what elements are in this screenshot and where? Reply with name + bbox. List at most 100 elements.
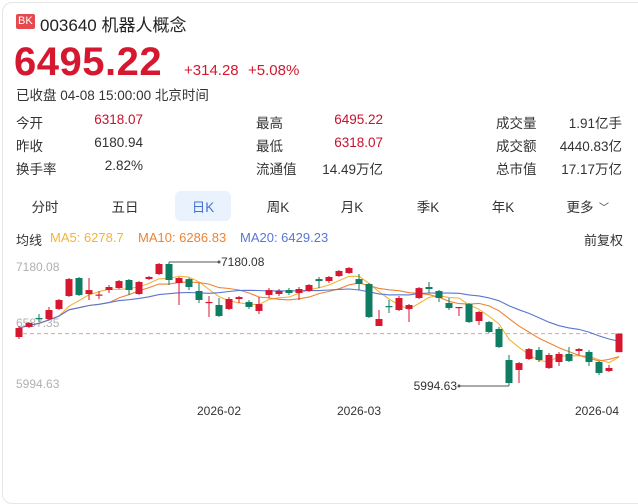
x-axis-label: 2026-02 — [197, 404, 241, 418]
board-badge: BK — [16, 14, 35, 29]
candle-body — [265, 290, 273, 295]
candle-body — [215, 304, 223, 316]
candle-body — [145, 276, 153, 280]
min-price-label: 5994.63 — [414, 379, 458, 393]
candle-body — [565, 353, 573, 361]
candle-body — [235, 297, 243, 300]
current-price: 6495.22 — [14, 40, 163, 84]
candle-body — [455, 306, 463, 309]
candle-body — [125, 279, 133, 291]
stat-label: 总市值 — [496, 162, 537, 177]
candle-body — [555, 353, 563, 363]
candle-body — [25, 322, 33, 327]
candle-body — [15, 328, 23, 338]
max-annotation-dot — [217, 260, 221, 264]
stat-value: 6318.07 — [334, 135, 383, 150]
chevron-down-icon: ﹀ — [599, 203, 609, 214]
x-axis-label: 2026-03 — [337, 404, 381, 418]
candle-body — [405, 304, 413, 309]
candle-body — [35, 317, 43, 320]
candle-body — [395, 297, 403, 311]
candle-body — [285, 290, 293, 293]
candle-body — [305, 285, 313, 291]
stat-label: 昨收 — [16, 139, 43, 154]
candle-body — [495, 328, 503, 348]
stat-value: 6180.94 — [94, 135, 143, 150]
candle-body — [615, 333, 623, 353]
candle-body — [85, 290, 93, 295]
candle-body — [435, 290, 443, 298]
candle-body — [95, 294, 103, 296]
tab-3[interactable]: 周K — [266, 200, 290, 215]
stat-value: 17.17万亿 — [561, 162, 622, 177]
stat-value: 6318.07 — [94, 112, 143, 127]
tab-5[interactable]: 季K — [416, 200, 440, 215]
candle-body — [365, 283, 373, 318]
candle-body — [155, 263, 163, 275]
ma20-line — [18, 288, 620, 342]
candle-body — [65, 279, 73, 297]
candle-body — [385, 306, 393, 308]
tab-7[interactable]: 更多 — [566, 200, 594, 215]
candle-body — [75, 278, 83, 295]
tab-1[interactable]: 五日 — [111, 200, 139, 215]
status-time: 已收盘 04-08 15:00:00 北京时间 — [16, 88, 209, 103]
tab-6[interactable]: 年K — [491, 200, 515, 215]
candle-body — [485, 322, 493, 332]
candle-body — [575, 349, 583, 352]
candle-body — [315, 279, 323, 282]
stat-label: 成交额 — [496, 139, 537, 154]
tab-2[interactable]: 日K — [191, 200, 215, 215]
tab-4[interactable]: 月K — [340, 200, 364, 215]
candle-body — [335, 271, 343, 277]
adjust-toggle[interactable]: 前复权 — [583, 233, 623, 248]
candle-body — [415, 288, 423, 298]
stat-label: 换手率 — [16, 162, 57, 177]
stock-title: 003640 机器人概念 — [40, 11, 186, 36]
candle-body — [165, 263, 173, 280]
ma10-line — [18, 281, 620, 362]
min-annotation-dot — [457, 384, 461, 388]
candle-body — [465, 304, 473, 323]
candle-body — [375, 319, 383, 327]
stat-value: 2.82% — [104, 158, 143, 173]
stat-value: 14.49万亿 — [322, 162, 383, 177]
candle-body — [545, 354, 553, 368]
candle-body — [135, 281, 143, 295]
candle-body — [45, 310, 53, 320]
candle-body — [595, 362, 603, 373]
candle-body — [515, 363, 523, 370]
y-axis-label: 7180.08 — [16, 260, 60, 274]
stock-name: 机器人概念 — [101, 16, 187, 35]
candle-body — [255, 304, 263, 311]
candle-body — [195, 290, 203, 300]
x-axis-label: 2026-04 — [575, 404, 619, 418]
candle-body — [445, 303, 453, 309]
candle-body — [225, 299, 233, 309]
tab-0[interactable]: 分时 — [31, 200, 59, 215]
candle-body — [175, 278, 183, 284]
candle-body — [345, 267, 353, 273]
candle-body — [425, 287, 433, 289]
candle-body — [605, 367, 613, 372]
candle-body — [295, 288, 303, 293]
y-axis-label: 5994.63 — [16, 377, 60, 391]
candle-body — [205, 301, 213, 304]
price-change: +314.28 — [184, 62, 239, 79]
stat-label: 今开 — [16, 116, 43, 131]
stat-label: 最低 — [256, 139, 283, 154]
candle-body — [55, 299, 63, 309]
tab-selected-highlight — [175, 191, 231, 221]
stat-label: 最高 — [256, 116, 283, 131]
stat-value: 6495.22 — [334, 112, 383, 127]
candle-body — [245, 301, 253, 307]
candle-body — [105, 287, 113, 291]
stat-value: 4440.83亿 — [559, 139, 622, 154]
ma-label: 均线 — [16, 233, 43, 248]
candle-body — [325, 276, 333, 282]
stat-label: 成交量 — [496, 116, 537, 131]
price-change-pct: +5.08% — [248, 62, 300, 79]
kline-chart[interactable]: 7180.086587.355994.637180.085994.632026-… — [0, 250, 638, 430]
candle-body — [115, 281, 123, 289]
stock-code: 003640 — [40, 16, 97, 35]
